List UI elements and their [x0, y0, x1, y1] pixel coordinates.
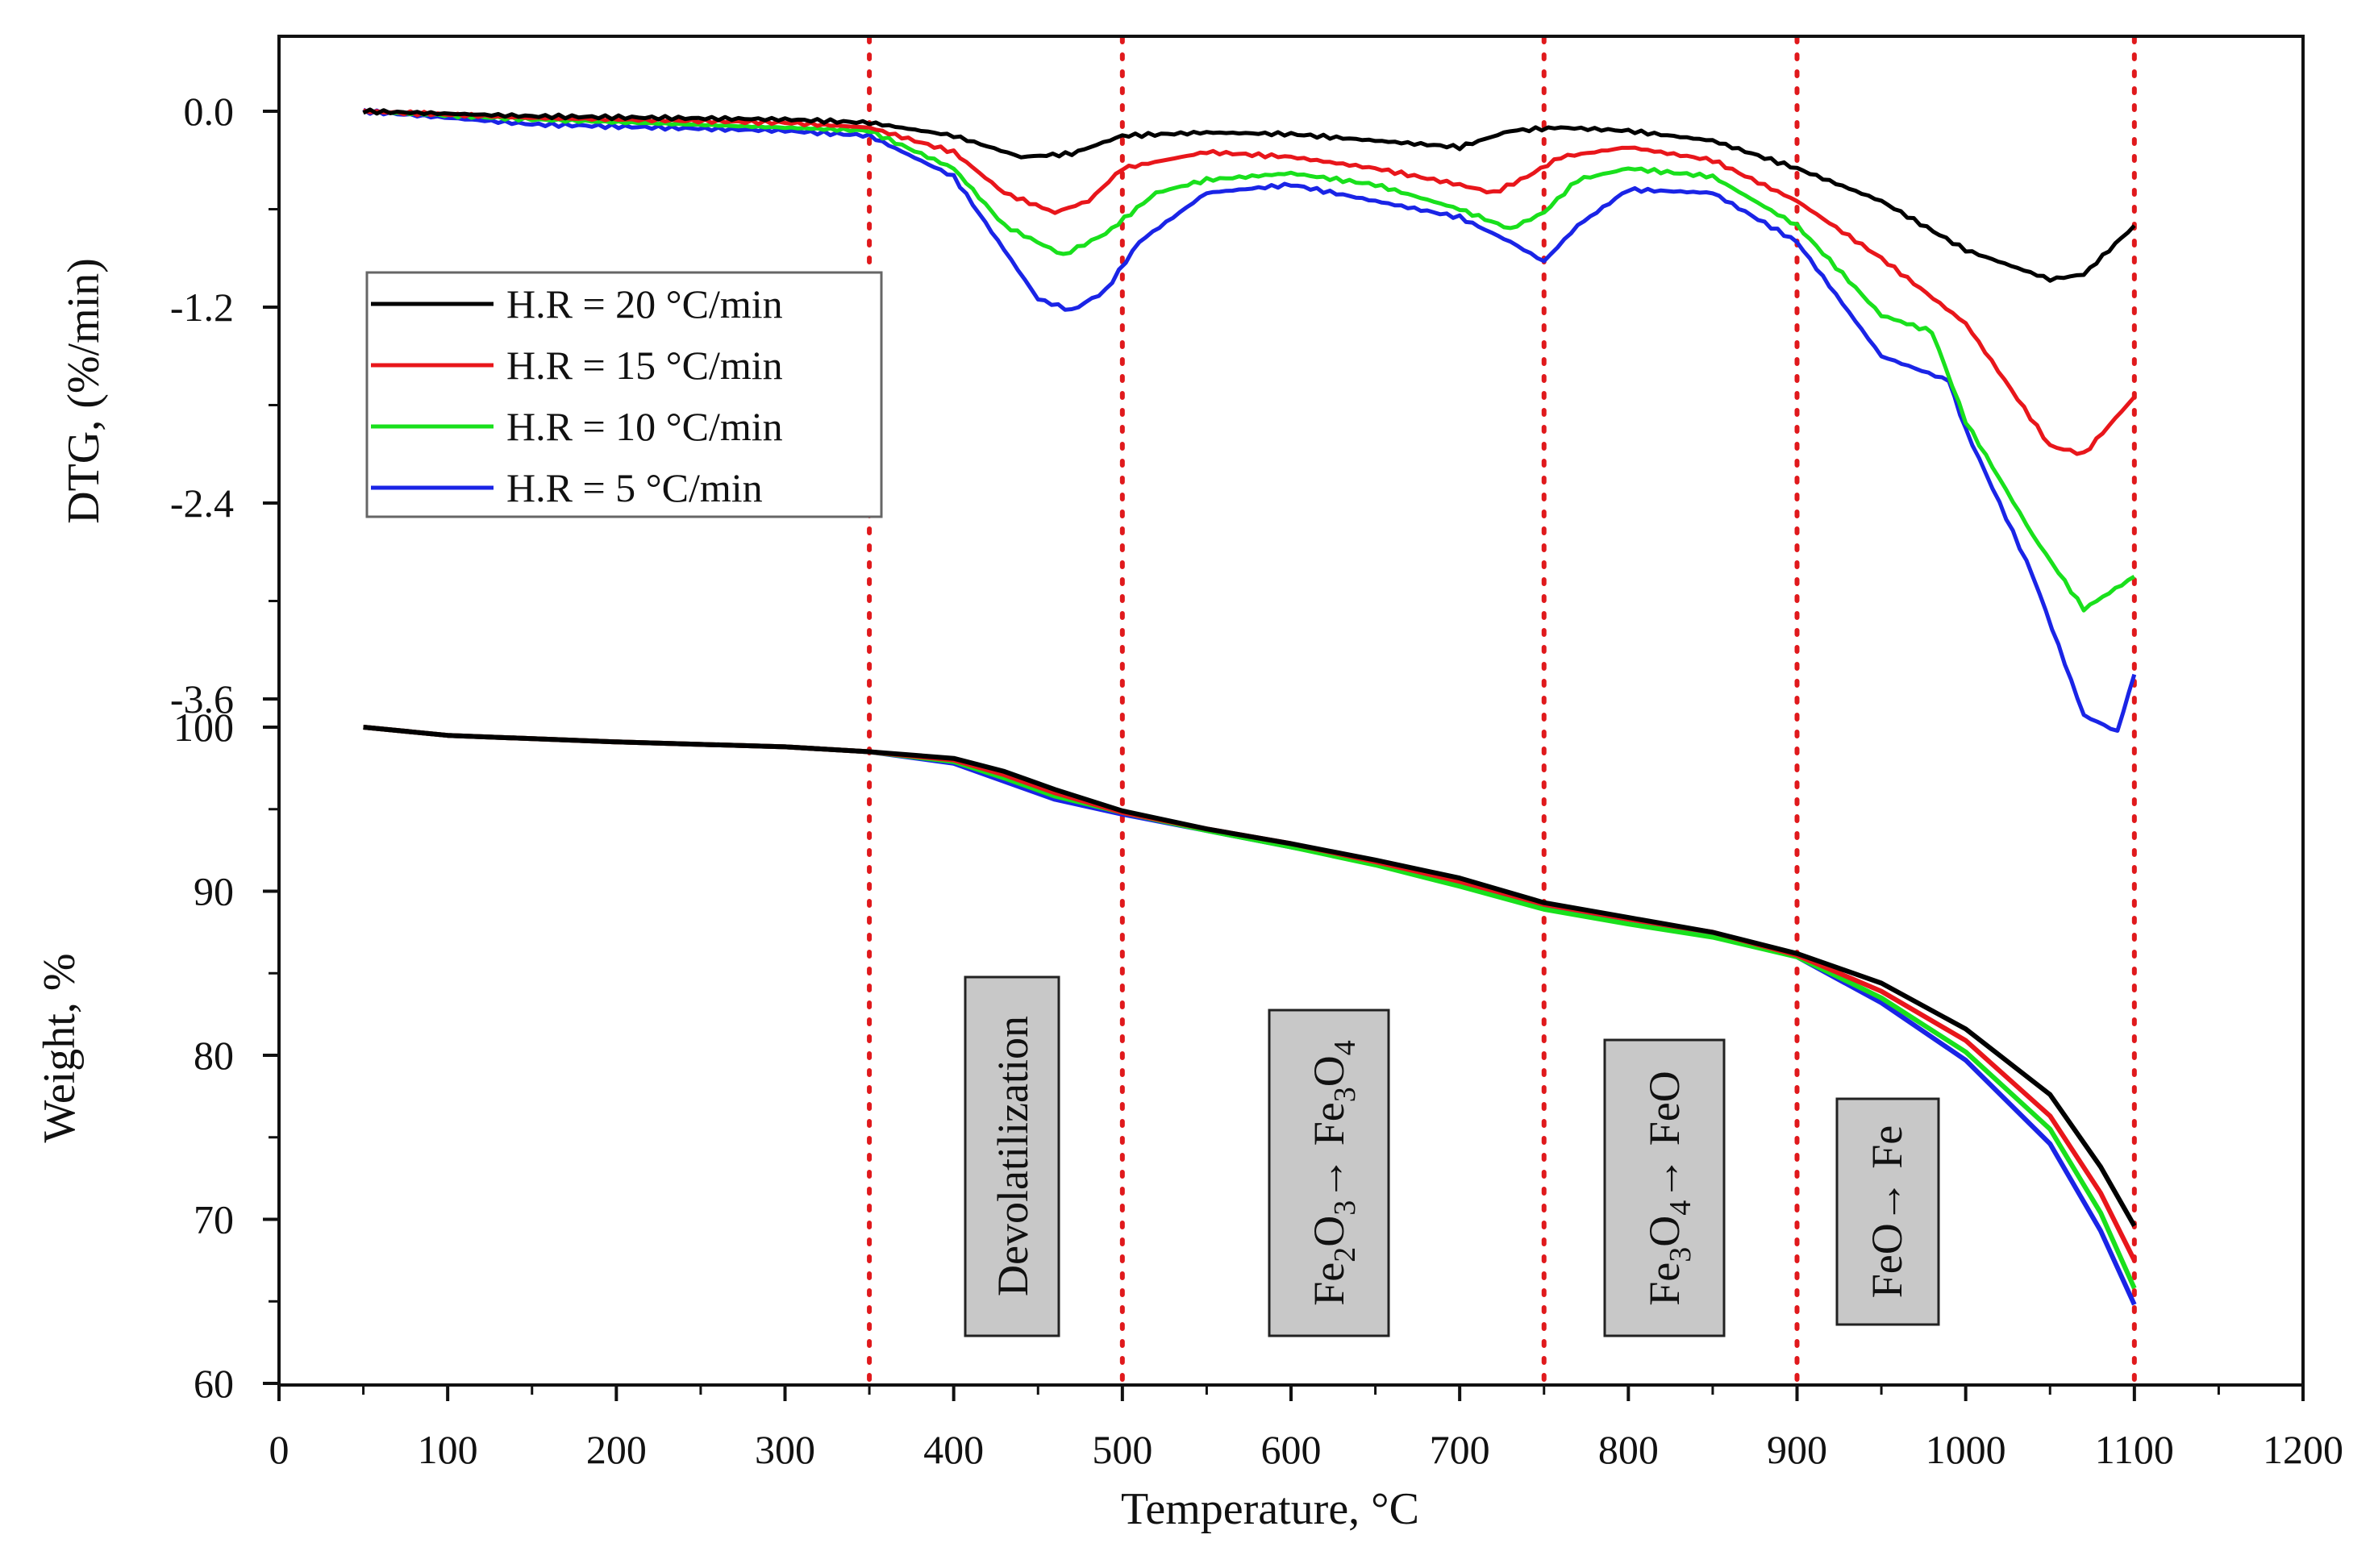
dtg-y-tick-label: 0.0 — [184, 89, 235, 134]
weight-y-axis-title: Weight, % — [35, 954, 85, 1143]
x-tick-label: 800 — [1598, 1427, 1659, 1472]
dtg-y-tick-label: -3.6 — [170, 676, 234, 722]
dtg-y-tick-label: -2.4 — [170, 480, 234, 526]
annotation-label: Fe3O4→ FeO — [1640, 1071, 1697, 1306]
dtg-series-line — [363, 109, 2136, 613]
x-tick-label: 100 — [418, 1427, 478, 1472]
x-tick-label: 0 — [269, 1427, 289, 1472]
x-axis-title: Temperature, °C — [1121, 1484, 1419, 1534]
dtg-series-line — [362, 108, 2136, 456]
legend-box — [365, 271, 883, 518]
x-tick-label: 1200 — [2263, 1427, 2343, 1472]
dtg-series-group — [362, 107, 2137, 733]
weight-y-tick-label: 90 — [194, 869, 234, 914]
weight-y-tick-label: 70 — [194, 1197, 234, 1242]
annotation-label: Fe2O3→ Fe3O4 — [1305, 1040, 1362, 1306]
dtg-y-axis-title: DTG, (%/min) — [59, 258, 109, 524]
axis-tick-labels: 0 100 200 300 400 500 600 700 800 900 1000 1100 1200… — [170, 89, 2343, 1472]
x-tick-label: 500 — [1092, 1427, 1152, 1472]
legend-label-20: H.R = 20 °C/min — [506, 281, 783, 326]
x-tick-label: 400 — [923, 1427, 984, 1472]
x-tick-label: 900 — [1767, 1427, 1827, 1472]
annotation-label: FeO→ Fe — [1863, 1125, 1911, 1299]
weight-y-tick-label: 80 — [194, 1033, 234, 1078]
legend-label-10: H.R = 10 °C/min — [506, 404, 783, 449]
x-tick-label: 300 — [755, 1427, 815, 1472]
dtg-series-line — [362, 107, 2137, 733]
annotation-devolatilization: Devolatilization — [964, 975, 1060, 1337]
weight-series-group — [363, 725, 2137, 1306]
annotation-box — [1835, 1097, 1940, 1326]
annotation-label: Devolatilization — [989, 1016, 1037, 1296]
annotation-box — [964, 975, 1060, 1337]
annotation-fe3o4-feo: Fe3O4→ FeO — [1603, 1038, 1726, 1337]
x-tick-label: 1000 — [1926, 1427, 2006, 1472]
x-tick-label: 200 — [586, 1427, 647, 1472]
annotation-feo-fe: FeO→ Fe — [1835, 1097, 1940, 1326]
x-tick-label: 700 — [1430, 1427, 1490, 1472]
legend-label-5: H.R = 5 °C/min — [506, 465, 763, 510]
axis-ticks — [263, 110, 2305, 1401]
x-tick-label: 1100 — [2095, 1427, 2174, 1472]
legend-label-15: H.R = 15 °C/min — [506, 343, 783, 388]
annotation-fe2o3-fe3o4: Fe2O3→ Fe3O4 — [1268, 1009, 1390, 1337]
weight-series-line — [363, 725, 2137, 1228]
x-tick-label: 600 — [1261, 1427, 1322, 1472]
dtg-y-tick-label: -1.2 — [170, 285, 234, 330]
annotation-box — [1268, 1009, 1390, 1337]
legend: H.R = 20 °C/min H.R = 15 °C/min H.R = 10… — [365, 271, 883, 518]
weight-y-tick-label: 60 — [194, 1361, 234, 1406]
annotation-box — [1603, 1038, 1726, 1337]
dtg-series-line — [362, 107, 2136, 283]
weight-y-tick-label: 100 — [173, 705, 234, 750]
